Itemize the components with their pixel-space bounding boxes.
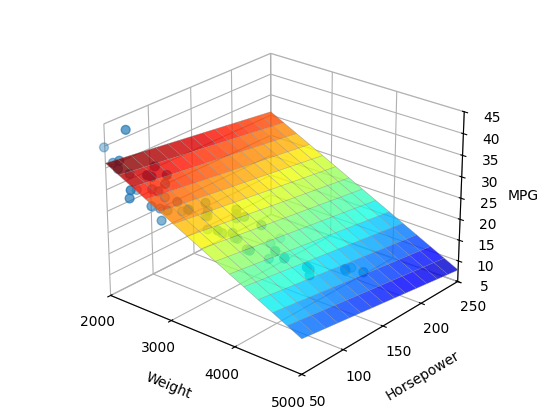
Y-axis label: Horsepower: Horsepower [383,348,462,402]
X-axis label: Weight: Weight [144,370,194,402]
